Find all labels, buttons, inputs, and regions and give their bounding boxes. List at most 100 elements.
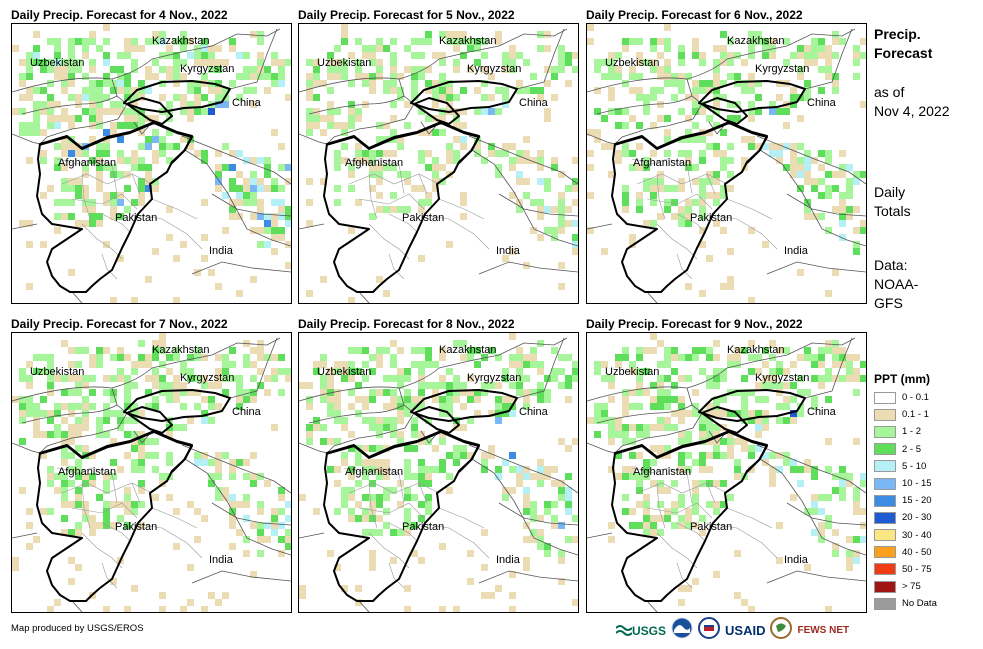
legend-swatch xyxy=(874,425,896,438)
legend-swatch xyxy=(874,580,896,593)
forecast-map: Kazakhstan Uzbekistan Kyrgyzstan China Afgha… xyxy=(586,332,867,613)
map-canvas: Kazakhstan Uzbekistan Kyrgyzstan China Afgha… xyxy=(299,333,578,612)
map-label-pakistan: Pakistan xyxy=(402,521,444,533)
usaid-logo: USAID xyxy=(725,623,765,638)
map-label-china: China xyxy=(519,97,549,109)
province-border-lines xyxy=(343,158,490,280)
usgs-logo: USGS xyxy=(616,624,666,638)
map-label-afghanistan: Afghanistan xyxy=(345,157,403,169)
map-label-china: China xyxy=(232,97,262,109)
map-canvas: Kazakhstan Uzbekistan Kyrgyzstan China Afgha… xyxy=(587,24,866,303)
province-border-lines xyxy=(631,158,778,280)
panel-title: Daily Precip. Forecast for 4 Nov., 2022 xyxy=(11,8,228,22)
side-title-line2: Forecast xyxy=(874,45,933,61)
panel-title: Daily Precip. Forecast for 9 Nov., 2022 xyxy=(586,317,803,331)
legend-item: 0.1 - 1 xyxy=(874,406,937,423)
map-label-kyrgyzstan: Kyrgyzstan xyxy=(467,372,521,384)
region-outline xyxy=(36,389,231,602)
map-label-kyrgyzstan: Kyrgyzstan xyxy=(180,63,234,75)
region-outline xyxy=(36,80,231,293)
legend-item: 40 - 50 xyxy=(874,544,937,561)
map-label-uzbekistan: Uzbekistan xyxy=(30,366,84,378)
side-asof-line1: as of xyxy=(874,84,905,100)
map-canvas: Kazakhstan Uzbekistan Kyrgyzstan China Afgha… xyxy=(12,24,291,303)
map-label-kyrgyzstan: Kyrgyzstan xyxy=(755,372,809,384)
legend-swatch xyxy=(874,597,896,610)
legend-label: 10 - 15 xyxy=(902,478,932,490)
region-outline xyxy=(611,389,806,602)
legend-label: 30 - 40 xyxy=(902,529,932,541)
map-label-afghanistan: Afghanistan xyxy=(58,157,116,169)
legend-item: 15 - 20 xyxy=(874,492,937,509)
legend-swatch xyxy=(874,546,896,559)
map-label-uzbekistan: Uzbekistan xyxy=(30,57,84,69)
country-border-lines xyxy=(587,28,866,303)
legend-item: No Data xyxy=(874,595,937,612)
legend-item: > 75 xyxy=(874,578,937,595)
province-border-lines xyxy=(56,158,203,280)
side-title: Precip. Forecast xyxy=(874,25,932,63)
panel-title: Daily Precip. Forecast for 5 Nov., 2022 xyxy=(298,8,515,22)
usaid-logo-text: USAID xyxy=(725,623,766,638)
country-border-lines xyxy=(587,337,866,612)
side-asof: as of Nov 4, 2022 xyxy=(874,83,950,121)
map-label-pakistan: Pakistan xyxy=(402,212,444,224)
side-daily: Daily Totals xyxy=(874,183,911,221)
side-data-line3: GFS xyxy=(874,295,903,311)
legend-swatch xyxy=(874,391,896,404)
legend-label: 20 - 30 xyxy=(902,512,932,524)
legend-swatch xyxy=(874,563,896,576)
legend-label: 0.1 - 1 xyxy=(902,409,929,421)
map-label-kyrgyzstan: Kyrgyzstan xyxy=(467,63,521,75)
region-outline xyxy=(611,80,806,293)
legend-swatch xyxy=(874,511,896,524)
legend-item: 5 - 10 xyxy=(874,458,937,475)
country-border-lines xyxy=(12,28,291,303)
map-canvas: Kazakhstan Uzbekistan Kyrgyzstan China Afgha… xyxy=(12,333,291,612)
legend-swatch xyxy=(874,460,896,473)
forecast-map: Kazakhstan Uzbekistan Kyrgyzstan China Afgha… xyxy=(298,332,579,613)
side-title-line1: Precip. xyxy=(874,26,921,42)
legend-swatch xyxy=(874,494,896,507)
map-label-india: India xyxy=(209,245,234,257)
map-label-china: China xyxy=(519,406,549,418)
map-label-kyrgyzstan: Kyrgyzstan xyxy=(180,372,234,384)
legend-label: 15 - 20 xyxy=(902,495,932,507)
forecast-map: Kazakhstan Uzbekistan Kyrgyzstan China Afgha… xyxy=(298,23,579,304)
map-label-india: India xyxy=(784,554,809,566)
map-label-afghanistan: Afghanistan xyxy=(633,466,691,478)
legend-item: 0 - 0.1 xyxy=(874,389,937,406)
legend-item: 50 - 75 xyxy=(874,561,937,578)
map-canvas: Kazakhstan Uzbekistan Kyrgyzstan China Afgha… xyxy=(299,24,578,303)
legend-label: 50 - 75 xyxy=(902,563,932,575)
precip-layer xyxy=(306,24,578,303)
usgs-logo-text: USGS xyxy=(632,623,667,638)
map-label-afghanistan: Afghanistan xyxy=(633,157,691,169)
map-label-afghanistan: Afghanistan xyxy=(58,466,116,478)
map-canvas: Kazakhstan Uzbekistan Kyrgyzstan China Afgha… xyxy=(587,333,866,612)
map-label-kazakhstan: Kazakhstan xyxy=(727,35,784,47)
map-label-pakistan: Pakistan xyxy=(690,212,732,224)
map-label-pakistan: Pakistan xyxy=(115,521,157,533)
legend-item: 1 - 2 xyxy=(874,423,937,440)
map-label-uzbekistan: Uzbekistan xyxy=(605,366,659,378)
map-label-china: China xyxy=(807,97,837,109)
legend-item: 10 - 15 xyxy=(874,475,937,492)
region-outline xyxy=(323,389,518,602)
map-label-kazakhstan: Kazakhstan xyxy=(439,344,496,356)
fewsnet-globe-icon xyxy=(770,617,793,644)
precip-layer xyxy=(12,24,291,303)
legend-label: 5 - 10 xyxy=(902,460,927,472)
panel-title: Daily Precip. Forecast for 7 Nov., 2022 xyxy=(11,317,228,331)
legend-item: 30 - 40 xyxy=(874,527,937,544)
map-label-kazakhstan: Kazakhstan xyxy=(152,35,209,47)
map-label-uzbekistan: Uzbekistan xyxy=(605,57,659,69)
side-daily-line2: Totals xyxy=(874,203,911,219)
side-daily-line1: Daily xyxy=(874,184,906,200)
legend-swatch xyxy=(874,443,896,456)
side-asof-line2: Nov 4, 2022 xyxy=(874,103,950,119)
map-label-kyrgyzstan: Kyrgyzstan xyxy=(755,63,809,75)
forecast-map: Kazakhstan Uzbekistan Kyrgyzstan China Afgha… xyxy=(11,332,292,613)
map-label-uzbekistan: Uzbekistan xyxy=(317,366,371,378)
side-data-line1: Data: xyxy=(874,257,908,273)
